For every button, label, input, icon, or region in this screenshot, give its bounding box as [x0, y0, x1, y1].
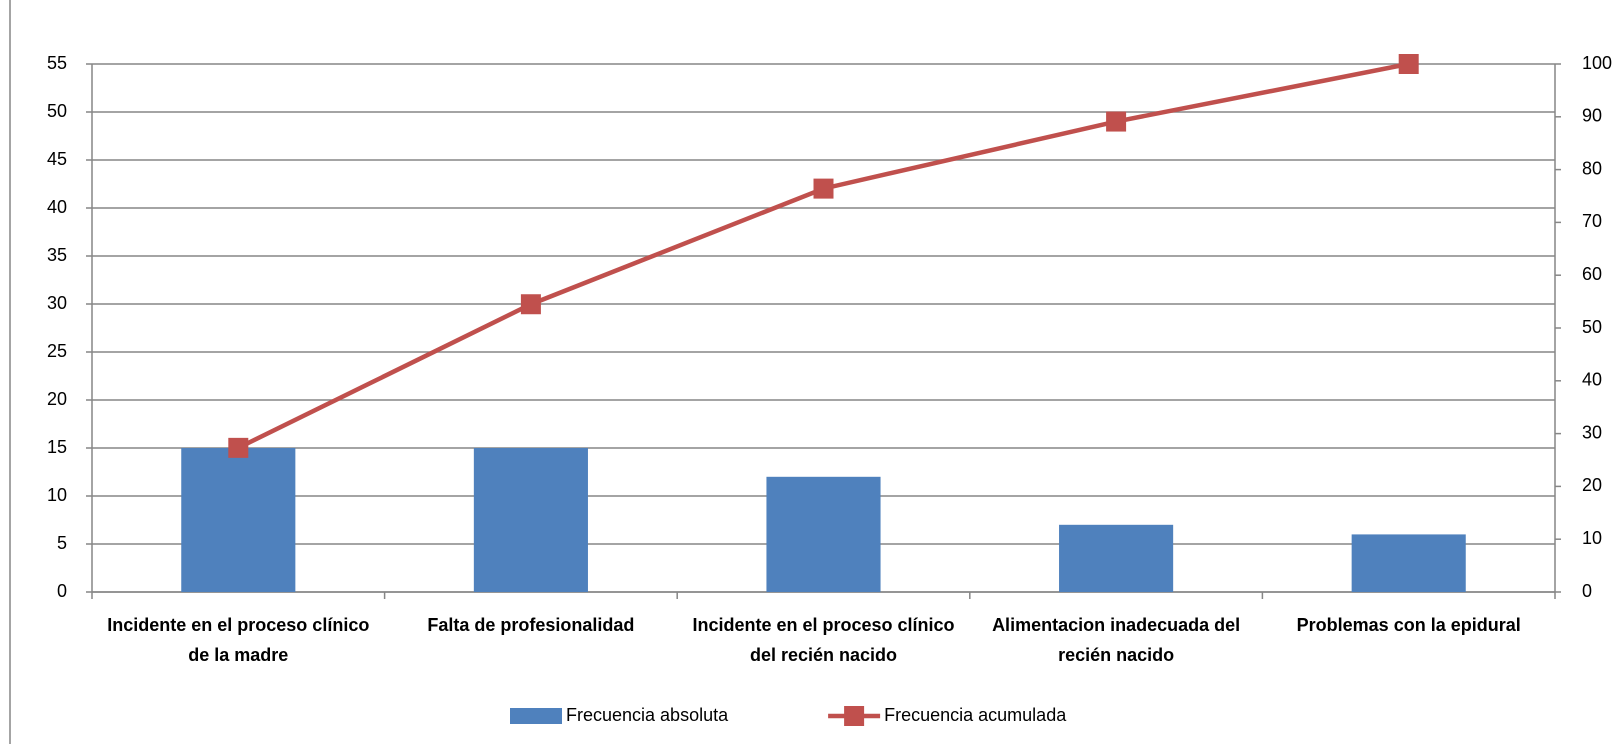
- y2-tick-label: 30: [1582, 422, 1602, 442]
- bar: [473, 448, 588, 592]
- y-tick-label: 50: [47, 101, 67, 121]
- x-tick-label: Incidente en el proceso clínico de la mad…: [107, 615, 369, 665]
- x-tick-label: Problemas con la epidural: [1297, 615, 1521, 635]
- bar: [181, 448, 296, 592]
- marker: [1106, 111, 1127, 132]
- y-tick-label: 5: [57, 533, 67, 553]
- y-tick-label: 55: [47, 53, 67, 73]
- marker: [228, 437, 249, 458]
- y-tick-label: 35: [47, 245, 67, 265]
- x-tick-label: Alimentacion inadecuada del recién nacido: [992, 615, 1240, 665]
- y2-tick-label: 100: [1582, 53, 1612, 73]
- y-tick-label: 30: [47, 293, 67, 313]
- bar: [1059, 524, 1174, 592]
- legend-swatch: [510, 708, 562, 724]
- y-tick-label: 25: [47, 341, 67, 361]
- marker: [1398, 54, 1419, 74]
- y2-tick-label: 10: [1582, 528, 1602, 548]
- bar: [1351, 534, 1466, 592]
- y2-tick-label: 60: [1582, 264, 1602, 284]
- bar: [766, 476, 881, 592]
- marker: [813, 178, 834, 199]
- y2-tick-label: 70: [1582, 211, 1602, 231]
- y2-tick-label: 40: [1582, 370, 1602, 390]
- y2-tick-label: 90: [1582, 106, 1602, 126]
- legend-label: Frecuencia acumulada: [884, 705, 1067, 725]
- y-tick-label: 15: [47, 437, 67, 457]
- x-tick-label: Incidente en el proceso clínico del recié…: [692, 615, 954, 665]
- y2-tick-label: 80: [1582, 158, 1602, 178]
- y2-tick-label: 50: [1582, 317, 1602, 337]
- legend-label: Frecuencia absoluta: [566, 705, 729, 725]
- y2-tick-label: 20: [1582, 475, 1602, 495]
- x-tick-label: Falta de profesionalidad: [427, 615, 634, 635]
- y-tick-label: 45: [47, 149, 67, 169]
- y-tick-label: 40: [47, 197, 67, 217]
- y-tick-label: 10: [47, 485, 67, 505]
- y2-tick-label: 0: [1582, 581, 1592, 601]
- y-tick-label: 20: [47, 389, 67, 409]
- y-tick-label: 0: [57, 581, 67, 601]
- legend-marker: [844, 706, 865, 726]
- marker: [520, 294, 541, 315]
